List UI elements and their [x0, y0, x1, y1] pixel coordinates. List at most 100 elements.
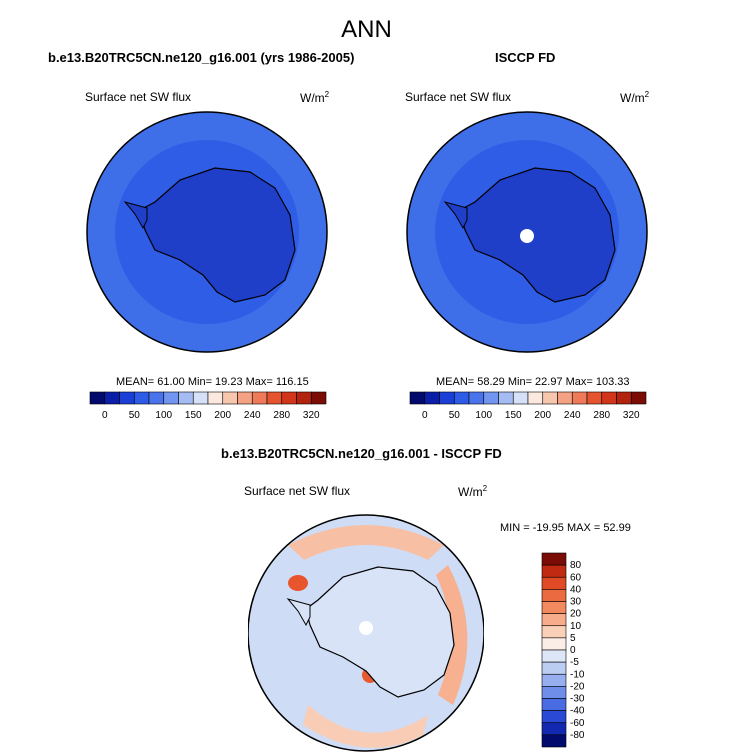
diff-colorbar-tick-label: -60 — [570, 718, 585, 729]
diff-colorbar-tick-label: -5 — [570, 657, 579, 668]
diff-colorbar-tick-label: 40 — [570, 584, 582, 595]
diff-pole-hole — [359, 621, 373, 635]
diff-colorbar-swatch — [541, 589, 567, 602]
panel1-peninsula — [123, 201, 148, 230]
panel2-title: ISCCP FD — [495, 50, 556, 65]
diff-colorbar-tick-label: -80 — [570, 730, 585, 741]
figure-title: ANN — [341, 16, 392, 43]
panel1-colorbar-swatch — [163, 391, 179, 405]
panel1-colorbar-swatch — [148, 391, 165, 405]
panel1-colorbar-swatch — [251, 391, 268, 405]
panel2-colorbar-tick-label: 100 — [475, 410, 492, 421]
panel2-colorbar-tick-label: 50 — [449, 410, 461, 421]
panel1-colorbar-swatch — [178, 391, 194, 405]
panel1-colorbar-tick-label: 0 — [102, 410, 108, 421]
panel1-colorbar-swatch — [222, 391, 238, 405]
panel2-colorbar-swatch — [483, 391, 499, 405]
panel2-pole-hole — [520, 229, 534, 243]
panel1-colorbar-swatch — [133, 391, 150, 405]
panel2-colorbar-tick-label: 320 — [623, 410, 640, 421]
diff-units: W/m2 — [458, 484, 488, 499]
diff-colorbar-swatch — [541, 661, 567, 675]
panel2-colorbar-swatch — [527, 391, 544, 405]
diff-colorbar-tick-label: 0 — [570, 645, 576, 656]
panel2-colorbar-swatch — [557, 391, 573, 405]
panel2-colorbar-swatch — [542, 391, 558, 405]
diff-colorbar-swatch — [541, 637, 567, 651]
panel2-map-border — [406, 111, 648, 353]
panel1-colorbar-swatch — [266, 391, 283, 405]
panel1-map-border — [86, 111, 328, 353]
panel1-colorbar-tick-label: 320 — [303, 410, 320, 421]
diff-colorbar-swatch — [541, 710, 567, 724]
panel1-colorbar-tick-label: 50 — [129, 410, 141, 421]
panel2-colorbar-swatch — [439, 391, 455, 405]
panel1-colorbar-swatch — [296, 391, 312, 405]
diff-colorbar-tick-label: 60 — [570, 572, 582, 583]
diff-colorbar-swatch — [541, 552, 567, 566]
panel2-colorbar-swatch — [512, 391, 529, 405]
diff-variable-label: Surface net SW flux — [244, 484, 351, 498]
panel1-stats: MEAN= 61.00 Min= 19.23 Max= 116.15 — [116, 376, 309, 388]
diff-colorbar-tick-label: -30 — [570, 694, 585, 705]
panel2-colorbar-swatch — [468, 391, 485, 405]
diff-colorbar-tick-label: 30 — [570, 597, 582, 608]
panel2-colorbar-swatch — [616, 391, 632, 405]
panel1-variable-label: Surface net SW flux — [85, 90, 192, 104]
panel2-colorbar-tick-label: 240 — [564, 410, 581, 421]
diff-colorbar-swatch — [541, 734, 567, 748]
diff-colorbar-tick-label: 80 — [570, 560, 582, 571]
diff-warm-band-top — [288, 525, 444, 560]
diff-warm-band-bottom — [303, 705, 428, 748]
panel2-colorbar-tick-label: 280 — [593, 410, 610, 421]
panel2-colorbar-swatch — [630, 391, 647, 405]
panel1-colorbar-tick-label: 150 — [185, 410, 202, 421]
diff-panel-title: b.e13.B20TRC5CN.ne120_g16.001 - ISCCP FD — [221, 446, 502, 461]
panel2-map — [406, 111, 648, 353]
panel1-colorbar-swatch — [207, 391, 224, 405]
panel2-colorbar-swatch — [498, 391, 514, 405]
panel1-colorbar-swatch — [104, 391, 120, 405]
panel1-colorbar-swatch — [281, 391, 297, 405]
panel2-variable-label: Surface net SW flux — [405, 90, 512, 104]
diff-colorbar-swatch — [541, 698, 567, 711]
diff-colorbar-swatch — [541, 625, 567, 639]
panel2-colorbar-tick-label: 0 — [422, 410, 428, 421]
panel2-colorbar-tick-label: 150 — [505, 410, 522, 421]
panel2-antarctica — [459, 167, 616, 303]
panel1-colorbar: 0 50 100 150 200 240 280 320 — [89, 391, 327, 421]
diff-colorbar-swatch — [541, 601, 567, 614]
diff-hotspot-left — [288, 575, 308, 591]
panel1-title: b.e13.B20TRC5CN.ne120_g16.001 (yrs 1986-… — [48, 50, 355, 65]
panel1-colorbar-swatch — [310, 391, 327, 405]
diff-colorbar-tick-label: -40 — [570, 706, 585, 717]
diff-colorbar-swatch — [541, 576, 567, 590]
panel1-colorbar-swatch — [237, 391, 253, 405]
panel2-colorbar-swatch — [424, 391, 440, 405]
diff-colorbar-swatch — [541, 649, 567, 663]
panel2-stats: MEAN= 58.29 Min= 22.97 Max= 103.33 — [436, 376, 630, 388]
panel1-colorbar-tick-label: 100 — [155, 410, 172, 421]
diff-colorbar-tick-label: -10 — [570, 669, 585, 680]
panel2-colorbar-swatch — [571, 391, 588, 405]
panel1-colorbar-swatch — [119, 391, 135, 405]
diff-colorbar-swatch — [541, 686, 567, 699]
panel1-units: W/m2 — [300, 90, 330, 105]
diff-colorbar-tick-label: -20 — [570, 681, 585, 692]
diff-colorbar-swatch — [541, 613, 567, 627]
panel1-colorbar-tick-label: 280 — [273, 410, 290, 421]
diff-colorbar-swatch — [541, 564, 567, 578]
diff-stats: MIN = -19.95 MAX = 52.99 — [500, 522, 631, 534]
diff-peninsula — [286, 598, 311, 627]
diff-colorbar-swatch — [541, 722, 567, 736]
diff-map — [248, 514, 484, 752]
panel1-colorbar-swatch — [89, 391, 106, 405]
panel1-colorbar-tick-label: 240 — [244, 410, 261, 421]
diff-colorbar-tick-label: 5 — [570, 633, 576, 644]
panel2-units: W/m2 — [620, 90, 650, 105]
diff-colorbar-tick-label: 10 — [570, 621, 582, 632]
panel1-colorbar-tick-label: 200 — [214, 410, 231, 421]
diff-map-border — [248, 514, 484, 752]
panel2-colorbar-tick-label: 200 — [534, 410, 551, 421]
